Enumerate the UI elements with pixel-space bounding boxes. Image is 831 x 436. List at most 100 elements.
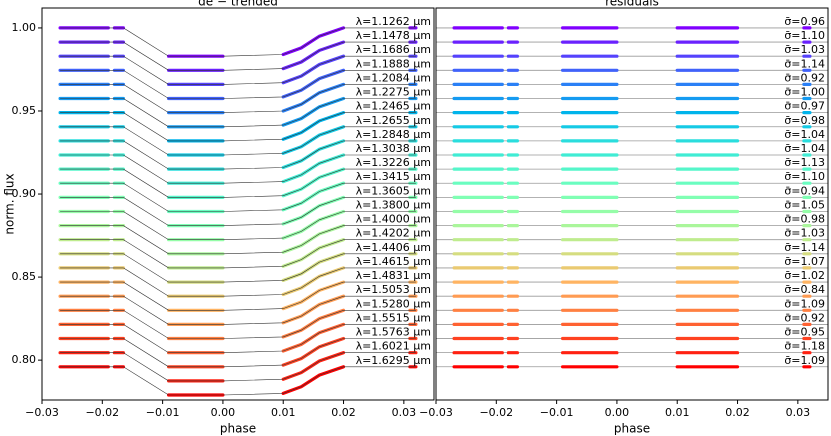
y-tick-label: 0.80 — [12, 353, 37, 366]
series-label: σ̄=1.04 — [784, 142, 825, 155]
model-line — [60, 27, 416, 57]
model-line — [60, 168, 416, 198]
x-tick-label: −0.03 — [25, 406, 59, 419]
x-tick-label: 0.03 — [392, 406, 417, 419]
model-line — [60, 84, 416, 113]
series-label: σ̄=1.09 — [784, 297, 825, 310]
x-tick-label: 0.03 — [786, 406, 811, 419]
model-line — [60, 338, 416, 368]
series-label: λ=1.3226 μm — [356, 156, 431, 169]
y-tick-label: 0.95 — [12, 104, 37, 117]
y-tick-label: 1.00 — [12, 21, 37, 34]
series-label: σ̄=0.92 — [784, 71, 825, 84]
model-line — [60, 55, 416, 85]
x-tick-label: 0.02 — [331, 406, 356, 419]
model-line — [60, 352, 416, 382]
series-label: λ=1.2848 μm — [356, 128, 431, 141]
x-tick-label: 0.01 — [665, 406, 690, 419]
model-line — [60, 154, 416, 184]
model-line — [60, 112, 416, 142]
series-label: σ̄=1.18 — [784, 340, 825, 353]
series-label: σ̄=1.00 — [784, 86, 825, 99]
model-line — [60, 239, 416, 269]
model-line — [60, 70, 416, 99]
model-line — [60, 295, 416, 325]
series-label: σ̄=1.03 — [784, 43, 825, 56]
x-tick-label: 0.00 — [211, 406, 236, 419]
axes-frame — [41, 7, 435, 401]
model-line — [60, 140, 416, 170]
series-label: λ=1.4831 μm — [356, 269, 431, 282]
series-label: λ=1.2275 μm — [356, 86, 431, 99]
x-tick-label: 0.01 — [271, 406, 296, 419]
data-points — [58, 365, 418, 397]
model-line — [60, 324, 416, 353]
series-label: σ̄=1.13 — [784, 156, 825, 169]
series-label: λ=1.4202 μm — [356, 227, 431, 240]
series-label: σ̄=0.84 — [784, 283, 825, 296]
series-label: λ=1.6295 μm — [356, 354, 431, 367]
series-label: λ=1.2084 μm — [356, 71, 431, 84]
model-line — [60, 281, 416, 311]
series-label: λ=1.2465 μm — [356, 100, 431, 113]
series-label: λ=1.3800 μm — [356, 198, 431, 211]
model-line — [60, 267, 416, 297]
x-tick-label: −0.03 — [419, 406, 453, 419]
x-tick-label: −0.02 — [479, 406, 513, 419]
axes-frame — [435, 7, 829, 401]
series-label: λ=1.1686 μm — [356, 43, 431, 56]
x-tick-label: 0.02 — [725, 406, 750, 419]
y-axis-label: norm. flux — [3, 173, 17, 234]
series-label: σ̄=1.14 — [784, 57, 825, 70]
series-label: σ̄=0.94 — [784, 184, 825, 197]
series-label: σ̄=1.04 — [784, 128, 825, 141]
series-label: σ̄=1.09 — [784, 354, 825, 367]
x-tick-label: −0.01 — [146, 406, 180, 419]
model-line — [60, 366, 416, 396]
x-tick-label: 0.00 — [605, 406, 630, 419]
panel-title: de − trended — [198, 0, 278, 9]
panel-title: residuals — [605, 0, 659, 9]
series-label: λ=1.1888 μm — [356, 57, 431, 70]
series-label: λ=1.3415 μm — [356, 170, 431, 183]
series-label: σ̄=0.97 — [784, 100, 825, 113]
x-tick-label: −0.02 — [85, 406, 119, 419]
series-label: σ̄=0.95 — [784, 326, 825, 339]
series-label: λ=1.4615 μm — [356, 255, 431, 268]
model-line — [60, 197, 416, 226]
series-label: σ̄=0.98 — [784, 114, 825, 127]
series-label: σ̄=1.02 — [784, 269, 825, 282]
series-label: λ=1.4406 μm — [356, 241, 431, 254]
x-tick-label: −0.01 — [540, 406, 574, 419]
series-label: σ̄=0.98 — [784, 213, 825, 226]
series-label: σ̄=1.05 — [784, 198, 825, 211]
series-label: λ=1.5515 μm — [356, 311, 431, 324]
series-label: σ̄=1.14 — [784, 241, 825, 254]
model-line — [60, 310, 416, 339]
series-label: λ=1.1478 μm — [356, 29, 431, 42]
model-line — [60, 211, 416, 240]
y-tick-label: 0.90 — [12, 187, 37, 200]
model-line — [60, 126, 416, 156]
x-axis-label: phase — [614, 422, 650, 436]
series-label: λ=1.3605 μm — [356, 184, 431, 197]
series-label: σ̄=0.92 — [784, 311, 825, 324]
model-line — [60, 182, 416, 212]
series-label: λ=1.5763 μm — [356, 326, 431, 339]
model-line — [60, 41, 416, 71]
series-label: λ=1.1262 μm — [356, 15, 431, 28]
series-label: λ=1.5053 μm — [356, 283, 431, 296]
series-label: λ=1.3038 μm — [356, 142, 431, 155]
model-line — [60, 225, 416, 255]
model-line — [60, 253, 416, 283]
model-line — [60, 98, 416, 128]
series-label: σ̄=1.03 — [784, 227, 825, 240]
series-label: σ̄=1.07 — [784, 255, 825, 268]
y-tick-label: 0.85 — [12, 270, 37, 283]
series-label: λ=1.4000 μm — [356, 213, 431, 226]
series-label: σ̄=1.10 — [784, 29, 825, 42]
series-label: λ=1.6021 μm — [356, 340, 431, 353]
series-label: λ=1.5280 μm — [356, 297, 431, 310]
series-label: σ̄=1.10 — [784, 170, 825, 183]
